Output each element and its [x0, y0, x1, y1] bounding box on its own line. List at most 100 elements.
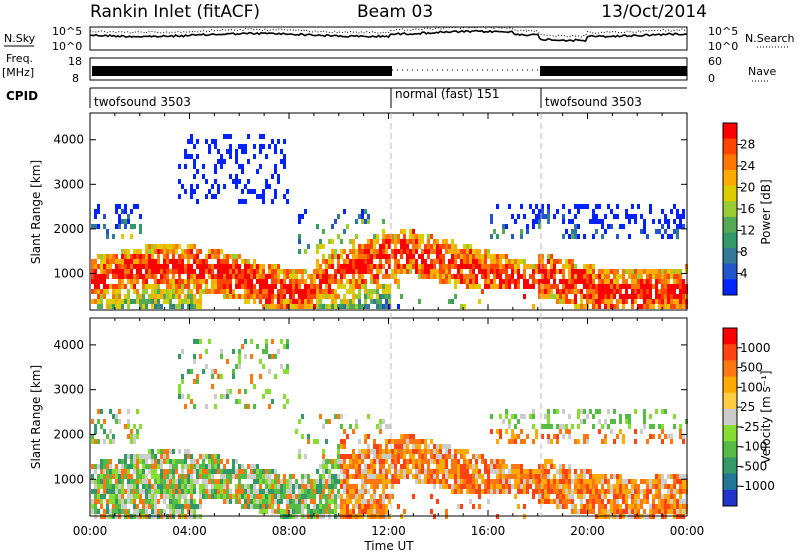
- heatmap-cell: [382, 244, 385, 249]
- heatmap-cell: [190, 269, 193, 274]
- heatmap-cell: [598, 474, 601, 479]
- heatmap-cell: [385, 484, 388, 489]
- heatmap-cell: [205, 454, 208, 459]
- heatmap-cell: [145, 254, 148, 259]
- heatmap-cell: [379, 254, 382, 259]
- heatmap-cell: [532, 284, 535, 289]
- colorbar-tick-label: 4: [740, 267, 748, 281]
- heatmap-cell: [646, 494, 649, 499]
- heatmap-cell: [364, 434, 367, 439]
- heatmap-cell: [190, 459, 193, 464]
- heatmap-cell: [127, 489, 130, 494]
- heatmap-cell: [661, 294, 664, 299]
- heatmap-cell: [277, 474, 280, 479]
- heatmap-cell: [649, 274, 652, 279]
- heatmap-cell: [178, 259, 181, 264]
- heatmap-cell: [205, 469, 208, 474]
- heatmap-cell: [283, 509, 286, 514]
- heatmap-cell: [109, 459, 112, 464]
- heatmap-cell: [328, 474, 331, 479]
- heatmap-cell: [439, 459, 442, 464]
- heatmap-cell: [676, 209, 679, 214]
- heatmap-cell: [250, 269, 253, 274]
- heatmap-cell: [292, 304, 295, 309]
- heatmap-cell: [436, 499, 439, 504]
- heatmap-cell: [445, 509, 448, 514]
- heatmap-cell: [118, 499, 121, 504]
- heatmap-cell: [589, 509, 592, 514]
- heatmap-cell: [139, 474, 142, 479]
- heatmap-cell: [661, 499, 664, 504]
- heatmap-cell: [100, 469, 103, 474]
- heatmap-cell: [199, 279, 202, 284]
- heatmap-cell: [283, 474, 286, 479]
- heatmap-cell: [193, 479, 196, 484]
- heatmap-cell: [673, 269, 676, 274]
- heatmap-cell: [565, 424, 568, 429]
- heatmap-cell: [409, 269, 412, 274]
- heatmap-cell: [622, 284, 625, 289]
- heatmap-cell: [331, 224, 334, 229]
- heatmap-cell: [580, 289, 583, 294]
- heatmap-cell: [556, 494, 559, 499]
- heatmap-cell: [439, 464, 442, 469]
- heatmap-cell: [388, 244, 391, 249]
- heatmap-cell: [247, 294, 250, 299]
- heatmap-cell: [214, 479, 217, 484]
- heatmap-cell: [511, 214, 514, 219]
- heatmap-cell: [367, 269, 370, 274]
- heatmap-cell: [427, 254, 430, 259]
- heatmap-cell: [625, 414, 628, 419]
- heatmap-cell: [505, 474, 508, 479]
- heatmap-cell: [604, 489, 607, 494]
- heatmap-cell: [184, 504, 187, 509]
- heatmap-cell: [199, 249, 202, 254]
- heatmap-cell: [91, 279, 94, 284]
- heatmap-cell: [367, 244, 370, 249]
- heatmap-cell: [331, 299, 334, 304]
- heatmap-cell: [166, 449, 169, 454]
- heatmap-cell: [358, 504, 361, 509]
- heatmap-cell: [391, 484, 394, 489]
- heatmap-cell: [580, 269, 583, 274]
- heatmap-cell: [106, 489, 109, 494]
- heatmap-cell: [517, 474, 520, 479]
- heatmap-cell: [223, 279, 226, 284]
- heatmap-cell: [589, 474, 592, 479]
- heatmap-cell: [193, 144, 196, 149]
- heatmap-cell: [127, 264, 130, 269]
- heatmap-cell: [334, 509, 337, 514]
- heatmap-cell: [223, 294, 226, 299]
- heatmap-cell: [400, 449, 403, 454]
- heatmap-cell: [289, 299, 292, 304]
- heatmap-cell: [673, 204, 676, 209]
- heatmap-cell: [583, 434, 586, 439]
- heatmap-cell: [646, 284, 649, 289]
- heatmap-cell: [553, 259, 556, 264]
- heatmap-cell: [130, 209, 133, 214]
- heatmap-cell: [490, 464, 493, 469]
- heatmap-cell: [478, 494, 481, 499]
- heatmap-cell: [352, 464, 355, 469]
- heatmap-cell: [601, 484, 604, 489]
- heatmap-cell: [139, 494, 142, 499]
- heatmap-cell: [154, 469, 157, 474]
- heatmap-cell: [334, 459, 337, 464]
- heatmap-cell: [436, 274, 439, 279]
- heatmap-cell: [376, 234, 379, 239]
- heatmap-cell: [496, 259, 499, 264]
- heatmap-cell: [136, 409, 139, 414]
- heatmap-cell: [298, 304, 301, 309]
- heatmap-cell: [508, 484, 511, 489]
- heatmap-cell: [583, 284, 586, 289]
- heatmap-cell: [394, 454, 397, 459]
- heatmap-cell: [391, 249, 394, 254]
- heatmap-cell: [661, 269, 664, 274]
- heatmap-cell: [556, 269, 559, 274]
- heatmap-cell: [340, 414, 343, 419]
- heatmap-cell: [394, 249, 397, 254]
- heatmap-cell: [289, 499, 292, 504]
- heatmap-cell: [154, 474, 157, 479]
- heatmap-cell: [175, 479, 178, 484]
- heatmap-cell: [655, 279, 658, 284]
